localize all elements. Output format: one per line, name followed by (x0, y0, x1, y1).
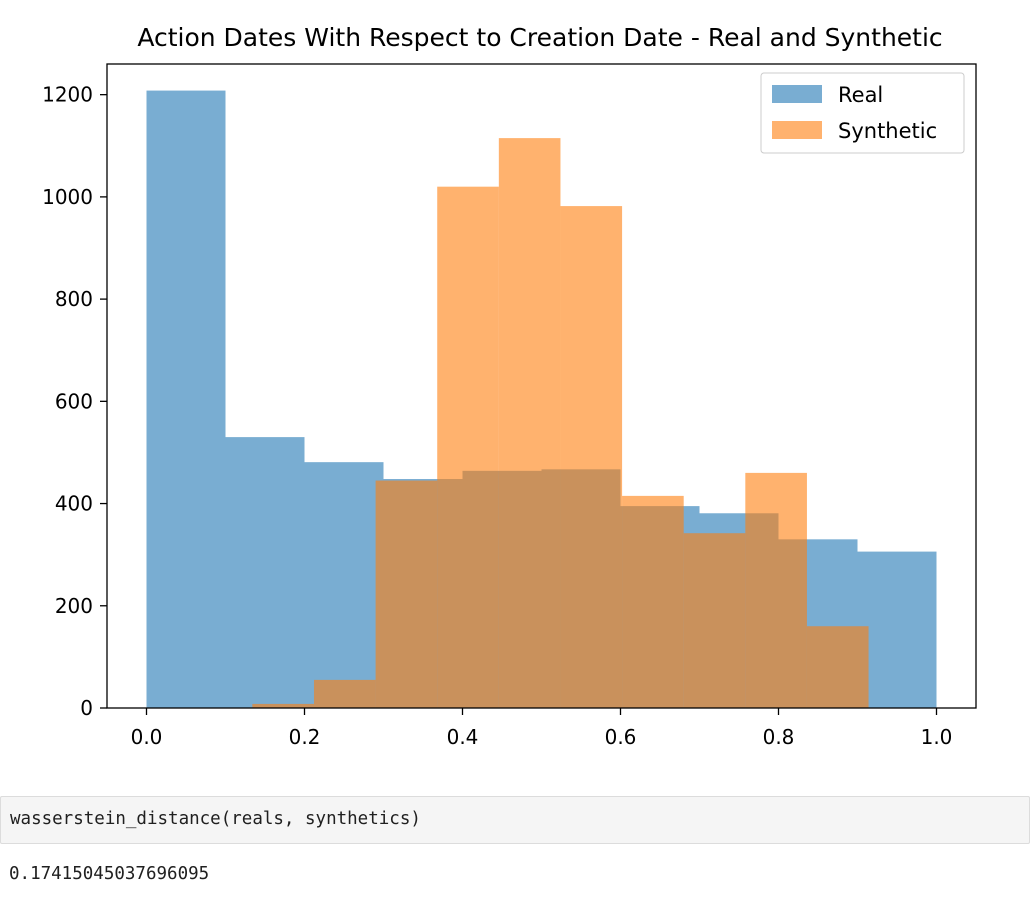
x-tick-label: 0.0 (131, 725, 163, 749)
y-tick-label: 1200 (42, 83, 93, 107)
legend-swatch-synthetic (772, 121, 822, 139)
bar-synthetic-2 (375, 480, 438, 708)
bar-synthetic-8 (745, 472, 807, 708)
bar-synthetic-5 (560, 206, 623, 708)
y-axis: 0 200 400 600 800 1000 1200 (42, 83, 107, 720)
bar-real-9 (857, 551, 937, 708)
axes-frame (106, 63, 977, 709)
legend-swatch-real (772, 85, 822, 103)
bar-synthetic-3 (437, 186, 499, 709)
legend: Real Synthetic (760, 72, 965, 154)
y-tick-label: 200 (55, 594, 93, 618)
bar-real-1 (225, 437, 305, 708)
bar-real-0 (146, 90, 226, 708)
code-cell-source: wasserstein_distance(reals, synthetics) (10, 809, 421, 829)
x-axis: 0.0 0.2 0.4 0.6 0.8 1.0 (131, 708, 953, 749)
chart-title: Action Dates With Respect to Creation Da… (137, 23, 942, 52)
x-tick-label: 0.6 (605, 725, 637, 749)
bar-synthetic-7 (683, 533, 746, 708)
y-tick-label: 400 (55, 492, 93, 516)
y-tick-label: 1000 (42, 185, 93, 209)
bar-synthetic-4 (498, 138, 561, 709)
bar-real-2 (304, 462, 384, 708)
y-tick-label: 800 (55, 287, 93, 311)
bar-synthetic-1 (313, 679, 376, 708)
bars-layer (146, 90, 937, 709)
legend-label-real: Real (838, 83, 883, 107)
bar-synthetic-6 (622, 495, 684, 708)
x-tick-label: 0.2 (289, 725, 321, 749)
y-tick-label: 0 (80, 696, 93, 720)
x-tick-label: 0.4 (447, 725, 479, 749)
code-cell[interactable]: wasserstein_distance(reals, synthetics) (0, 796, 1030, 844)
x-tick-label: 0.8 (763, 725, 795, 749)
cell-output: 0.17415045037696095 (9, 864, 210, 884)
bar-synthetic-9 (806, 626, 869, 708)
bar-synthetic-0 (252, 703, 314, 708)
legend-label-synthetic: Synthetic (838, 119, 937, 143)
x-tick-label: 1.0 (921, 725, 953, 749)
y-tick-label: 600 (55, 389, 93, 413)
histogram-chart: Action Dates With Respect to Creation Da… (42, 23, 977, 749)
